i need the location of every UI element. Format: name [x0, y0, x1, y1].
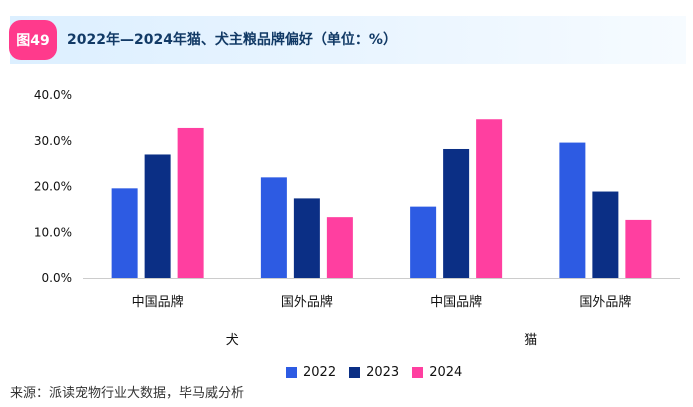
y-tick-label: 0.0% [42, 271, 73, 285]
header-bar [10, 16, 686, 64]
legend-item-2022: 2022 [286, 365, 336, 380]
legend-item-2023: 2023 [349, 365, 399, 380]
bar-2022-2 [410, 206, 437, 278]
bar-2024-0 [177, 127, 204, 278]
bar-2024-1 [326, 217, 353, 278]
y-tick-label: 20.0% [34, 180, 72, 194]
figure-badge: 图49 [9, 20, 57, 60]
legend-swatch-2023 [349, 367, 361, 378]
y-tick-label: 40.0% [34, 88, 72, 102]
bar-2023-2 [443, 148, 470, 278]
bar-2024-2 [476, 119, 503, 278]
legend-label-2022: 2022 [303, 365, 337, 380]
x-group-label: 猫 [524, 333, 537, 348]
chart-legend: 2022 2023 2024 [286, 365, 462, 380]
bar-2024-3 [625, 219, 652, 278]
x-group-label: 犬 [226, 333, 239, 348]
x-category-label: 中国品牌 [430, 294, 482, 310]
legend-label-2024: 2024 [429, 365, 463, 380]
legend-swatch-2024 [412, 367, 424, 378]
x-category-label: 国外品牌 [281, 294, 333, 310]
x-category-label: 中国品牌 [132, 294, 184, 310]
y-tick-label: 30.0% [34, 134, 72, 148]
chart-title: 2022年—2024年猫、犬主粮品牌偏好（单位：%） [67, 32, 397, 48]
x-category-label: 国外品牌 [579, 294, 631, 310]
bar-2023-3 [592, 191, 619, 278]
bar-2022-0 [111, 188, 138, 278]
bar-2022-1 [260, 177, 287, 278]
legend-swatch-2022 [286, 367, 297, 378]
bar-2022-3 [559, 142, 586, 278]
source-note: 来源：派读宠物行业大数据，毕马威分析 [10, 386, 245, 401]
y-tick-label: 10.0% [34, 225, 72, 239]
bar-2023-0 [144, 154, 171, 278]
legend-label-2023: 2023 [366, 365, 400, 380]
legend-item-2024: 2024 [412, 365, 462, 380]
bar-2023-1 [293, 198, 320, 278]
